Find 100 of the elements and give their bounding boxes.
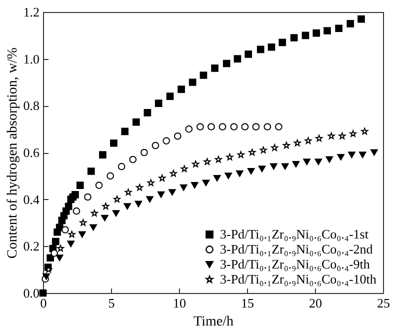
point (256, 46, 264, 54)
point (222, 60, 230, 68)
point (99, 151, 106, 159)
point (118, 162, 126, 170)
point (144, 109, 152, 116)
point (72, 207, 80, 215)
point (260, 146, 267, 154)
point (337, 154, 344, 160)
point (57, 244, 64, 252)
point (200, 72, 208, 79)
point (174, 132, 182, 140)
point (335, 24, 342, 32)
point (361, 128, 368, 134)
point (350, 130, 357, 137)
point (230, 123, 238, 130)
point (271, 144, 278, 151)
x-tick-label: 5 (108, 296, 115, 310)
point (314, 158, 322, 166)
point (190, 182, 198, 189)
y-tick-label: 0.2 (23, 238, 40, 254)
point (68, 230, 76, 238)
y-tick-label: 0.4 (23, 192, 40, 207)
point (275, 123, 282, 130)
point (121, 128, 129, 136)
x-tick-label: 10 (173, 296, 186, 310)
x-tick-label: 0 (40, 296, 47, 310)
point (214, 156, 222, 163)
point (196, 123, 204, 130)
point (84, 193, 92, 201)
point (358, 15, 365, 23)
point (52, 238, 60, 246)
point (158, 174, 166, 182)
point (244, 50, 252, 58)
point (370, 149, 378, 156)
point (90, 224, 97, 231)
point (278, 38, 286, 46)
point (95, 182, 103, 189)
legend-label: 3-Pd/Ti₀.₁Zr₀.₉Ni₀.₆Co₀.₄-1st (220, 226, 369, 242)
point (202, 180, 210, 186)
legend-label: 3-Pd/Ti₀.₁Zr₀.₉Ni₀.₆Co₀.₄-2nd (220, 242, 374, 256)
point (110, 139, 118, 147)
point (226, 154, 234, 160)
point (208, 123, 215, 130)
point (124, 203, 131, 210)
point (56, 254, 64, 262)
point (324, 27, 331, 34)
point (157, 191, 165, 198)
x-axis-title: Time/h (194, 314, 234, 328)
point (213, 175, 221, 182)
point (264, 123, 272, 130)
point (328, 132, 335, 140)
point (326, 156, 334, 163)
legend-label: 3-Pd/Ti₀.₁Zr₀.₉Ni₀.₆Co₀.₄-9th (220, 256, 370, 272)
point (67, 240, 75, 248)
point (248, 148, 256, 156)
point (304, 137, 312, 144)
point (102, 202, 110, 210)
point (113, 196, 120, 202)
point (338, 132, 346, 140)
point (292, 160, 300, 168)
point (64, 202, 72, 210)
point (294, 139, 301, 146)
point (132, 118, 140, 126)
point (147, 179, 154, 186)
point (348, 152, 356, 158)
point (281, 163, 289, 170)
point (42, 273, 50, 280)
y-tick-label: 0.6 (23, 145, 40, 160)
point (241, 123, 249, 130)
point (80, 219, 87, 226)
y-axis-title: Content of hydrogen absorption, w/% (5, 47, 20, 259)
x-tick-label: 15 (241, 296, 254, 310)
point (224, 172, 232, 180)
point (234, 55, 242, 62)
point (39, 289, 47, 297)
point (237, 151, 244, 158)
point (46, 254, 54, 262)
point (270, 163, 278, 170)
point (78, 231, 86, 238)
point (90, 210, 98, 216)
point (247, 168, 255, 174)
y-tick-label: 1.0 (23, 51, 40, 66)
point (154, 100, 162, 107)
point (136, 184, 144, 191)
point (204, 158, 211, 165)
x-tick-label: 25 (377, 296, 390, 310)
point (62, 226, 69, 234)
point (218, 123, 226, 130)
point (236, 170, 244, 177)
point (188, 78, 196, 86)
point (124, 188, 132, 196)
point (303, 158, 310, 166)
point (134, 200, 142, 208)
point (211, 64, 218, 72)
point (178, 86, 185, 93)
point (312, 29, 320, 37)
point (106, 172, 114, 180)
point (140, 148, 148, 156)
legend-label: 3-Pd/Ti₀.₁Zr₀.₉Ni₀.₆Co₀.₄-10th (220, 272, 377, 286)
x-tick-label: 20 (309, 296, 322, 310)
